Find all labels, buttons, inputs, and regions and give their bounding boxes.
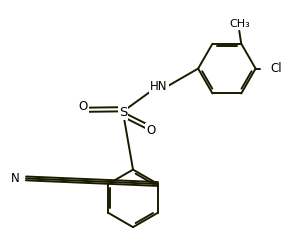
Text: CH₃: CH₃	[229, 19, 250, 29]
Text: S: S	[119, 106, 127, 119]
Text: Cl: Cl	[271, 62, 283, 75]
Text: O: O	[78, 100, 88, 113]
Text: HN: HN	[150, 80, 168, 93]
Text: N: N	[10, 172, 19, 185]
Text: O: O	[146, 124, 156, 137]
